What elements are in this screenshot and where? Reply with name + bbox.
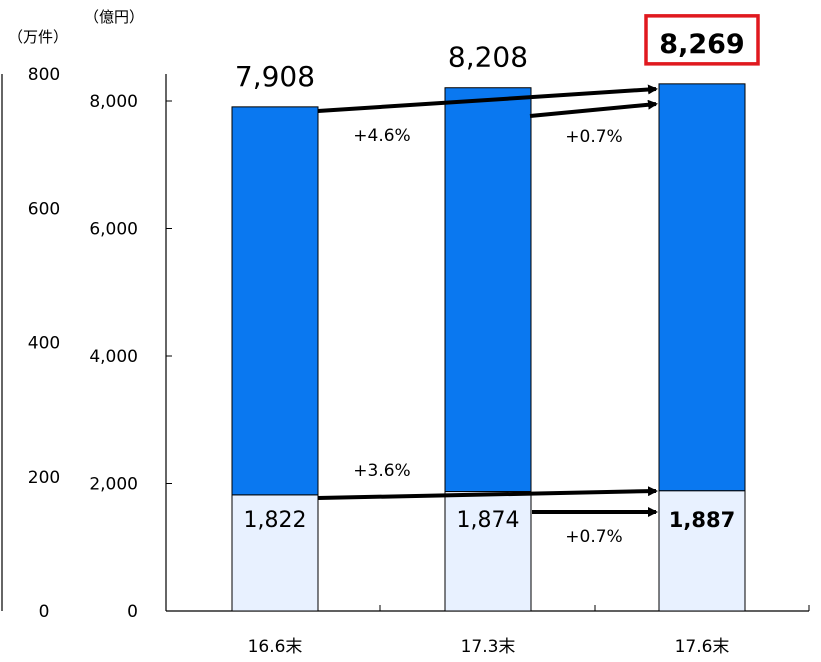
growth-arrows <box>317 84 658 517</box>
x-tick-label: 16.6末 <box>248 637 303 657</box>
total-label: 8,208 <box>448 41 528 74</box>
y2-axis-title: （万件） <box>8 28 68 46</box>
total-label: 8,269 <box>659 29 744 60</box>
y2-tick-label: 800 <box>28 65 60 85</box>
bar-segment-1-2 <box>658 83 746 492</box>
x-tick-label: 17.6末 <box>675 637 730 657</box>
growth-label-bottom-1: +3.6% <box>353 461 410 481</box>
y2-tick-label: 400 <box>28 334 60 354</box>
growth-label-total-2: +0.7% <box>565 127 622 147</box>
bar-segment-1-1 <box>444 87 532 493</box>
arrow-total-17-3-to-17-6 <box>529 99 658 118</box>
y-axis-title: （億円） <box>84 8 144 26</box>
total-label: 7,908 <box>235 60 315 93</box>
y-tick-label: 0 <box>127 602 138 622</box>
y-tick-label: 6,000 <box>89 220 138 240</box>
y-tick-label: 8,000 <box>89 92 138 112</box>
x-tick-label: 17.3末 <box>461 637 516 657</box>
y-tick-label: 4,000 <box>89 347 138 367</box>
bottom-value-label: 1,887 <box>669 508 735 532</box>
bar-segment-0-1 <box>444 491 532 612</box>
bottom-value-label: 1,874 <box>457 508 520 533</box>
highlight-box <box>644 14 760 66</box>
y-tick-label: 2,000 <box>89 475 138 495</box>
growth-label-bottom-2: +0.7% <box>565 527 622 547</box>
bar-segment-0-0 <box>231 494 319 612</box>
bottom-value-label: 1,822 <box>244 508 307 533</box>
arrow-total-16-6-to-17-6 <box>317 84 658 113</box>
arrow-bottom-16-6-to-17-6 <box>317 486 658 500</box>
y2-tick-label: 200 <box>28 468 60 488</box>
y2-tick-label: 0 <box>39 602 50 622</box>
growth-label-total-1: +4.6% <box>353 126 410 146</box>
bar-segment-1-0 <box>231 106 319 496</box>
y2-tick-label: 600 <box>28 199 60 219</box>
